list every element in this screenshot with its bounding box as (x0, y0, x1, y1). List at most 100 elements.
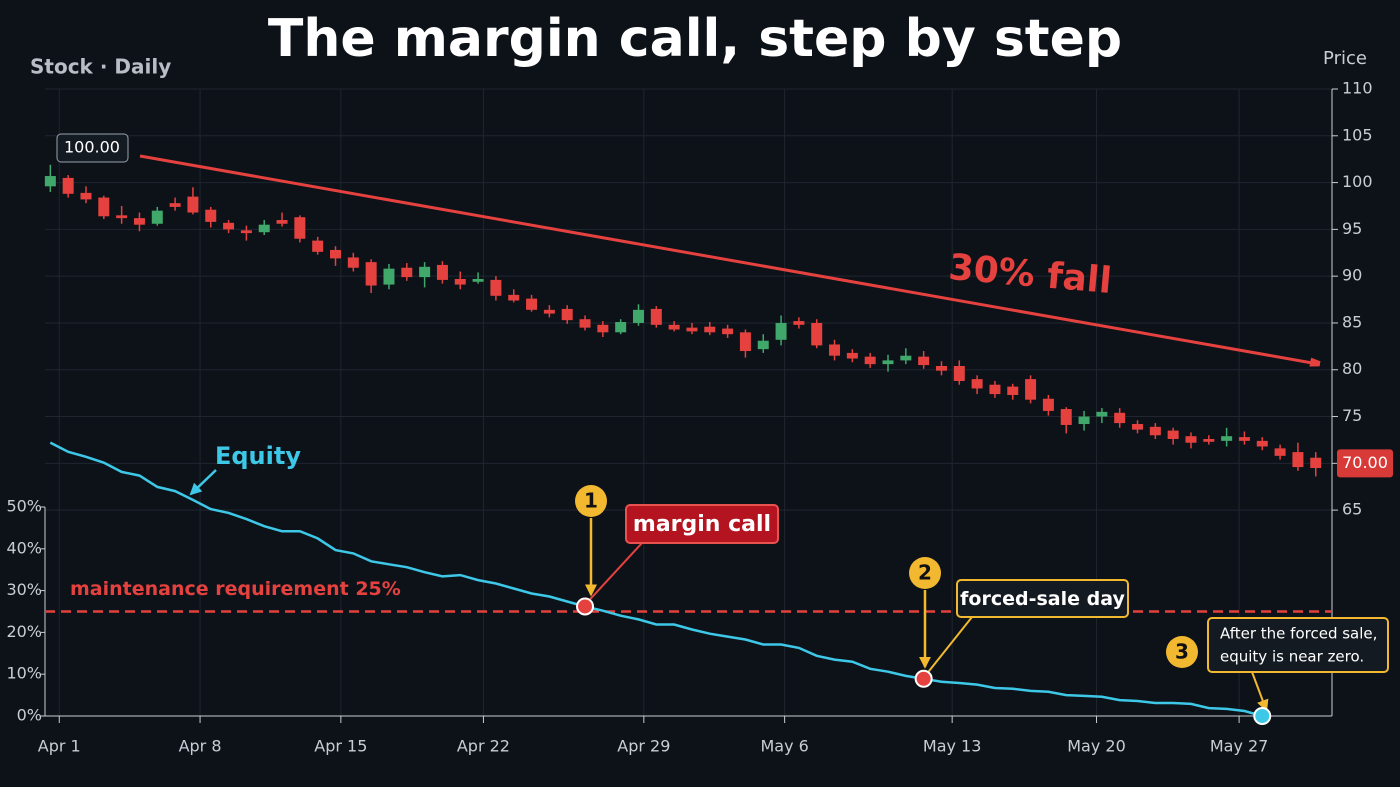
candle-body (615, 322, 627, 333)
candle-body (294, 217, 306, 239)
candle-body (401, 267, 413, 278)
legend-arrow (189, 469, 217, 496)
callout-line (588, 542, 643, 602)
callout-line (1251, 671, 1269, 712)
candle-body (347, 257, 359, 268)
x-tick-label: May 13 (923, 737, 982, 756)
trend-arrow (139, 154, 1318, 364)
candle-body (1292, 452, 1304, 468)
callout-text: forced-sale day (960, 588, 1125, 610)
candle-body (472, 278, 484, 282)
candle-body (258, 224, 270, 233)
candle-body (561, 308, 573, 321)
step-badge (909, 557, 941, 589)
y2-tick-label: 10% (6, 664, 42, 683)
candle-body (722, 328, 734, 335)
x-tick-label: Apr 1 (38, 737, 81, 756)
candle-body (579, 319, 591, 328)
candle-body (1078, 416, 1090, 425)
candle-body (650, 308, 662, 325)
y-tick-label: 110 (1342, 79, 1373, 98)
x-tick-label: Apr 22 (457, 737, 510, 756)
candle-body (918, 356, 930, 366)
candle-body (686, 327, 698, 332)
candle-body (330, 249, 342, 259)
candle-body (846, 352, 858, 359)
candle-body (953, 366, 965, 381)
y-tick-label: 85 (1342, 312, 1362, 331)
candle-body (704, 326, 716, 333)
chart-title: The margin call, step by step (268, 9, 1122, 69)
event-marker (1253, 707, 1272, 725)
candle-body (490, 279, 502, 296)
callout-box (956, 579, 1129, 618)
candle-body (1149, 426, 1161, 436)
candle-body (205, 209, 217, 222)
candle-body (1238, 437, 1250, 441)
candle-body (775, 322, 787, 340)
candle-body (62, 177, 74, 194)
candle-body (757, 340, 769, 350)
candle-body (454, 278, 466, 285)
candle-body (312, 240, 324, 252)
candle-body (98, 197, 110, 217)
y2-tick-label: 40% (6, 538, 42, 557)
candle-body (900, 355, 912, 361)
candle-body (383, 268, 395, 285)
candle-body (436, 264, 448, 280)
y2-tick-label: 30% (6, 580, 42, 599)
reference-label: maintenance requirement 25% (70, 578, 401, 600)
candle-body (597, 324, 609, 333)
y2-tick-label: 50% (6, 497, 42, 516)
x-tick-label: Apr 8 (179, 737, 222, 756)
y-tick-label: 80 (1342, 359, 1362, 378)
price-tag-label: 70.00 (1342, 453, 1388, 472)
candle-body (739, 332, 751, 352)
candle-body (276, 220, 288, 224)
callout-box (1207, 617, 1389, 673)
y-tick-label: 100 (1342, 172, 1373, 191)
legend-label: Equity (215, 442, 301, 470)
candle-body (1007, 386, 1019, 396)
candle-body (935, 366, 947, 371)
event-marker (914, 669, 933, 688)
candle-body (1060, 409, 1072, 425)
step-number: 2 (918, 561, 932, 585)
candle-body (240, 230, 252, 234)
x-tick-label: Apr 29 (617, 737, 670, 756)
candle-body (151, 210, 163, 224)
candle-body (1221, 436, 1233, 441)
subtitle: Stock · Daily (30, 55, 171, 79)
candle-body (1114, 412, 1126, 424)
callout-box (625, 504, 779, 544)
y-axis-label: Price (1323, 48, 1367, 69)
equity-line (49, 441, 1263, 718)
candle-body (80, 192, 92, 200)
candle-body (1132, 424, 1144, 430)
candle-body (169, 203, 181, 207)
x-tick-label: May 27 (1210, 737, 1269, 756)
x-tick-label: May 20 (1067, 737, 1126, 756)
y-tick-label: 90 (1342, 266, 1362, 285)
candle-body (1096, 411, 1108, 417)
candle-body (508, 294, 520, 301)
candle-body (829, 344, 841, 356)
candle-body (1203, 438, 1215, 442)
price-tag (1337, 449, 1393, 478)
candle-body (223, 222, 235, 230)
candle-body (1185, 436, 1197, 443)
candle-body (543, 309, 555, 314)
x-tick-label: Apr 15 (314, 737, 367, 756)
y-tick-label: 105 (1342, 125, 1373, 144)
candle-body (1274, 448, 1286, 456)
candle-body (1042, 398, 1054, 411)
candle-body (989, 384, 1001, 395)
candle-body (811, 322, 823, 346)
candle-body (864, 356, 876, 365)
y2-tick-label: 20% (6, 622, 42, 641)
y-tick-label: 75 (1342, 406, 1362, 425)
y-tick-label: 65 (1342, 500, 1362, 519)
candle-body (632, 309, 644, 323)
candle-body (793, 321, 805, 325)
